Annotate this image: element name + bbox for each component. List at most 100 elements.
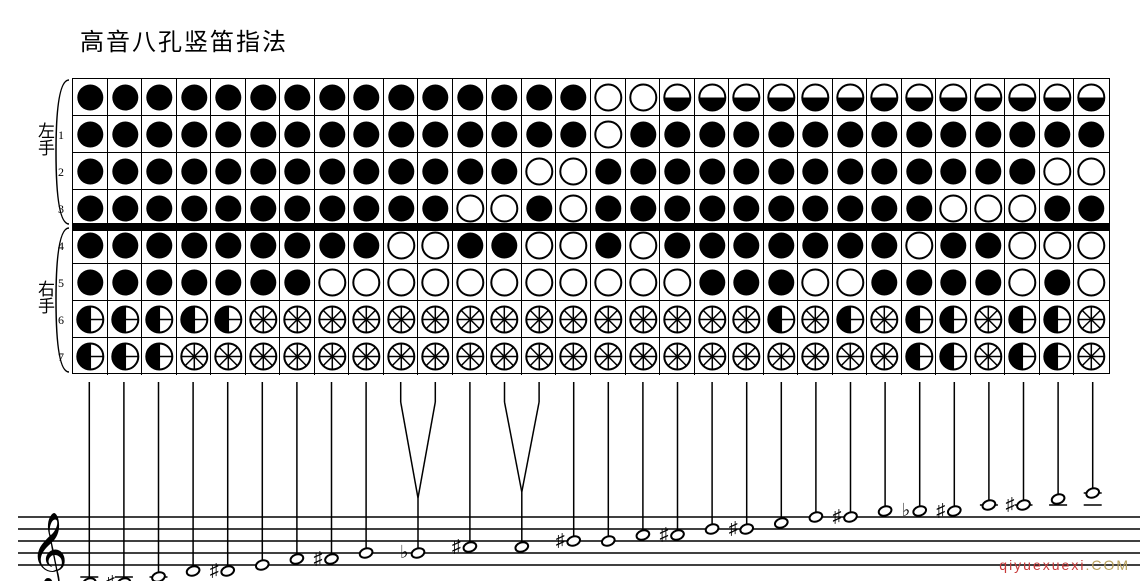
hole-cell: [695, 190, 730, 226]
hole-cell: [556, 227, 591, 263]
hole-cell: [833, 264, 868, 300]
hole-cell: [487, 190, 522, 226]
hole-cell: [384, 264, 419, 300]
hole-cell: [556, 264, 591, 300]
hole-cell: [936, 227, 971, 263]
hole-cell: [971, 264, 1006, 300]
hole-cell: [315, 190, 350, 226]
hole-cell: [522, 264, 557, 300]
hole-cell: [246, 338, 281, 375]
hole-cell: [729, 227, 764, 263]
hole-cell: [729, 153, 764, 189]
hole-cell: [142, 116, 177, 152]
hole-cell: [142, 227, 177, 263]
note-head: [635, 529, 650, 542]
hole-cell: [280, 116, 315, 152]
hole-cell: [971, 153, 1006, 189]
hole-cell: [936, 301, 971, 337]
hole-cell: [1074, 338, 1109, 375]
hole-cell: [177, 227, 212, 263]
hole-cell: [1005, 301, 1040, 337]
hole-cell: [833, 338, 868, 375]
hole-cell: [418, 153, 453, 189]
grid-row: [73, 190, 1109, 227]
hole-cell: [556, 338, 591, 375]
hole-cell: [280, 190, 315, 226]
hole-cell: [418, 301, 453, 337]
note-head: [289, 553, 304, 566]
note-head: [514, 541, 529, 554]
note-head: [82, 577, 97, 581]
watermark: qiyuexuexi.COM: [999, 557, 1130, 573]
hole-cell: [211, 116, 246, 152]
hole-cell: [764, 264, 799, 300]
hole-cell: [349, 116, 384, 152]
grid-row: [73, 338, 1109, 375]
hole-cell: [315, 227, 350, 263]
accidental: ♯: [556, 530, 565, 550]
hole-cell: [833, 79, 868, 115]
hole-cell: [798, 153, 833, 189]
hole-cell: [591, 190, 626, 226]
hole-cell: [936, 338, 971, 375]
hole-cell: [1074, 227, 1109, 263]
note-head: [255, 559, 270, 572]
accidental: ♯: [936, 500, 945, 520]
hole-cell: [660, 116, 695, 152]
hole-cell: [211, 338, 246, 375]
accidental: ♯: [729, 518, 738, 538]
row-number: 5: [58, 276, 64, 290]
hole-cell: [902, 153, 937, 189]
hole-cell: [280, 264, 315, 300]
hole-cell: [73, 264, 108, 300]
hole-cell: [487, 264, 522, 300]
hole-cell: [73, 301, 108, 337]
hole-cell: [177, 264, 212, 300]
hole-cell: [73, 227, 108, 263]
hole-cell: [453, 301, 488, 337]
hole-cell: [418, 338, 453, 375]
hole-cell: [591, 153, 626, 189]
hole-cell: [349, 153, 384, 189]
note-head: [670, 529, 685, 542]
hole-cell: [1040, 301, 1075, 337]
hole-cell: [591, 116, 626, 152]
hole-cell: [280, 338, 315, 375]
hole-cell: [695, 338, 730, 375]
hole-cell: [211, 264, 246, 300]
hole-cell: [1074, 116, 1109, 152]
hole-cell: [418, 264, 453, 300]
hole-cell: [833, 301, 868, 337]
hole-cell: [902, 227, 937, 263]
hole-cell: [971, 338, 1006, 375]
hole-cell: [1005, 153, 1040, 189]
hole-cell: [764, 79, 799, 115]
hole-cell: [522, 153, 557, 189]
row-number: 3: [58, 202, 64, 216]
hole-cell: [867, 79, 902, 115]
hole-cell: [73, 79, 108, 115]
hole-cell: [384, 116, 419, 152]
hole-cell: [798, 301, 833, 337]
row-number: 7: [58, 350, 64, 364]
hole-cell: [349, 301, 384, 337]
hole-cell: [315, 338, 350, 375]
accidental: ♭: [902, 500, 911, 520]
hole-cell: [522, 227, 557, 263]
note-head: [151, 571, 166, 581]
hole-cell: [211, 227, 246, 263]
hole-cell: [867, 338, 902, 375]
hole-cell: [626, 79, 661, 115]
grid-row: [73, 301, 1109, 338]
label-right-hand: 右手: [32, 280, 57, 314]
hole-cell: [1005, 116, 1040, 152]
hole-cell: [418, 79, 453, 115]
hole-cell: [177, 153, 212, 189]
hole-cell: [729, 79, 764, 115]
note-head: [1051, 493, 1066, 506]
note-head: [981, 499, 996, 512]
hole-cell: [108, 190, 143, 226]
hole-cell: [556, 153, 591, 189]
hole-cell: [177, 116, 212, 152]
hole-cell: [1040, 264, 1075, 300]
